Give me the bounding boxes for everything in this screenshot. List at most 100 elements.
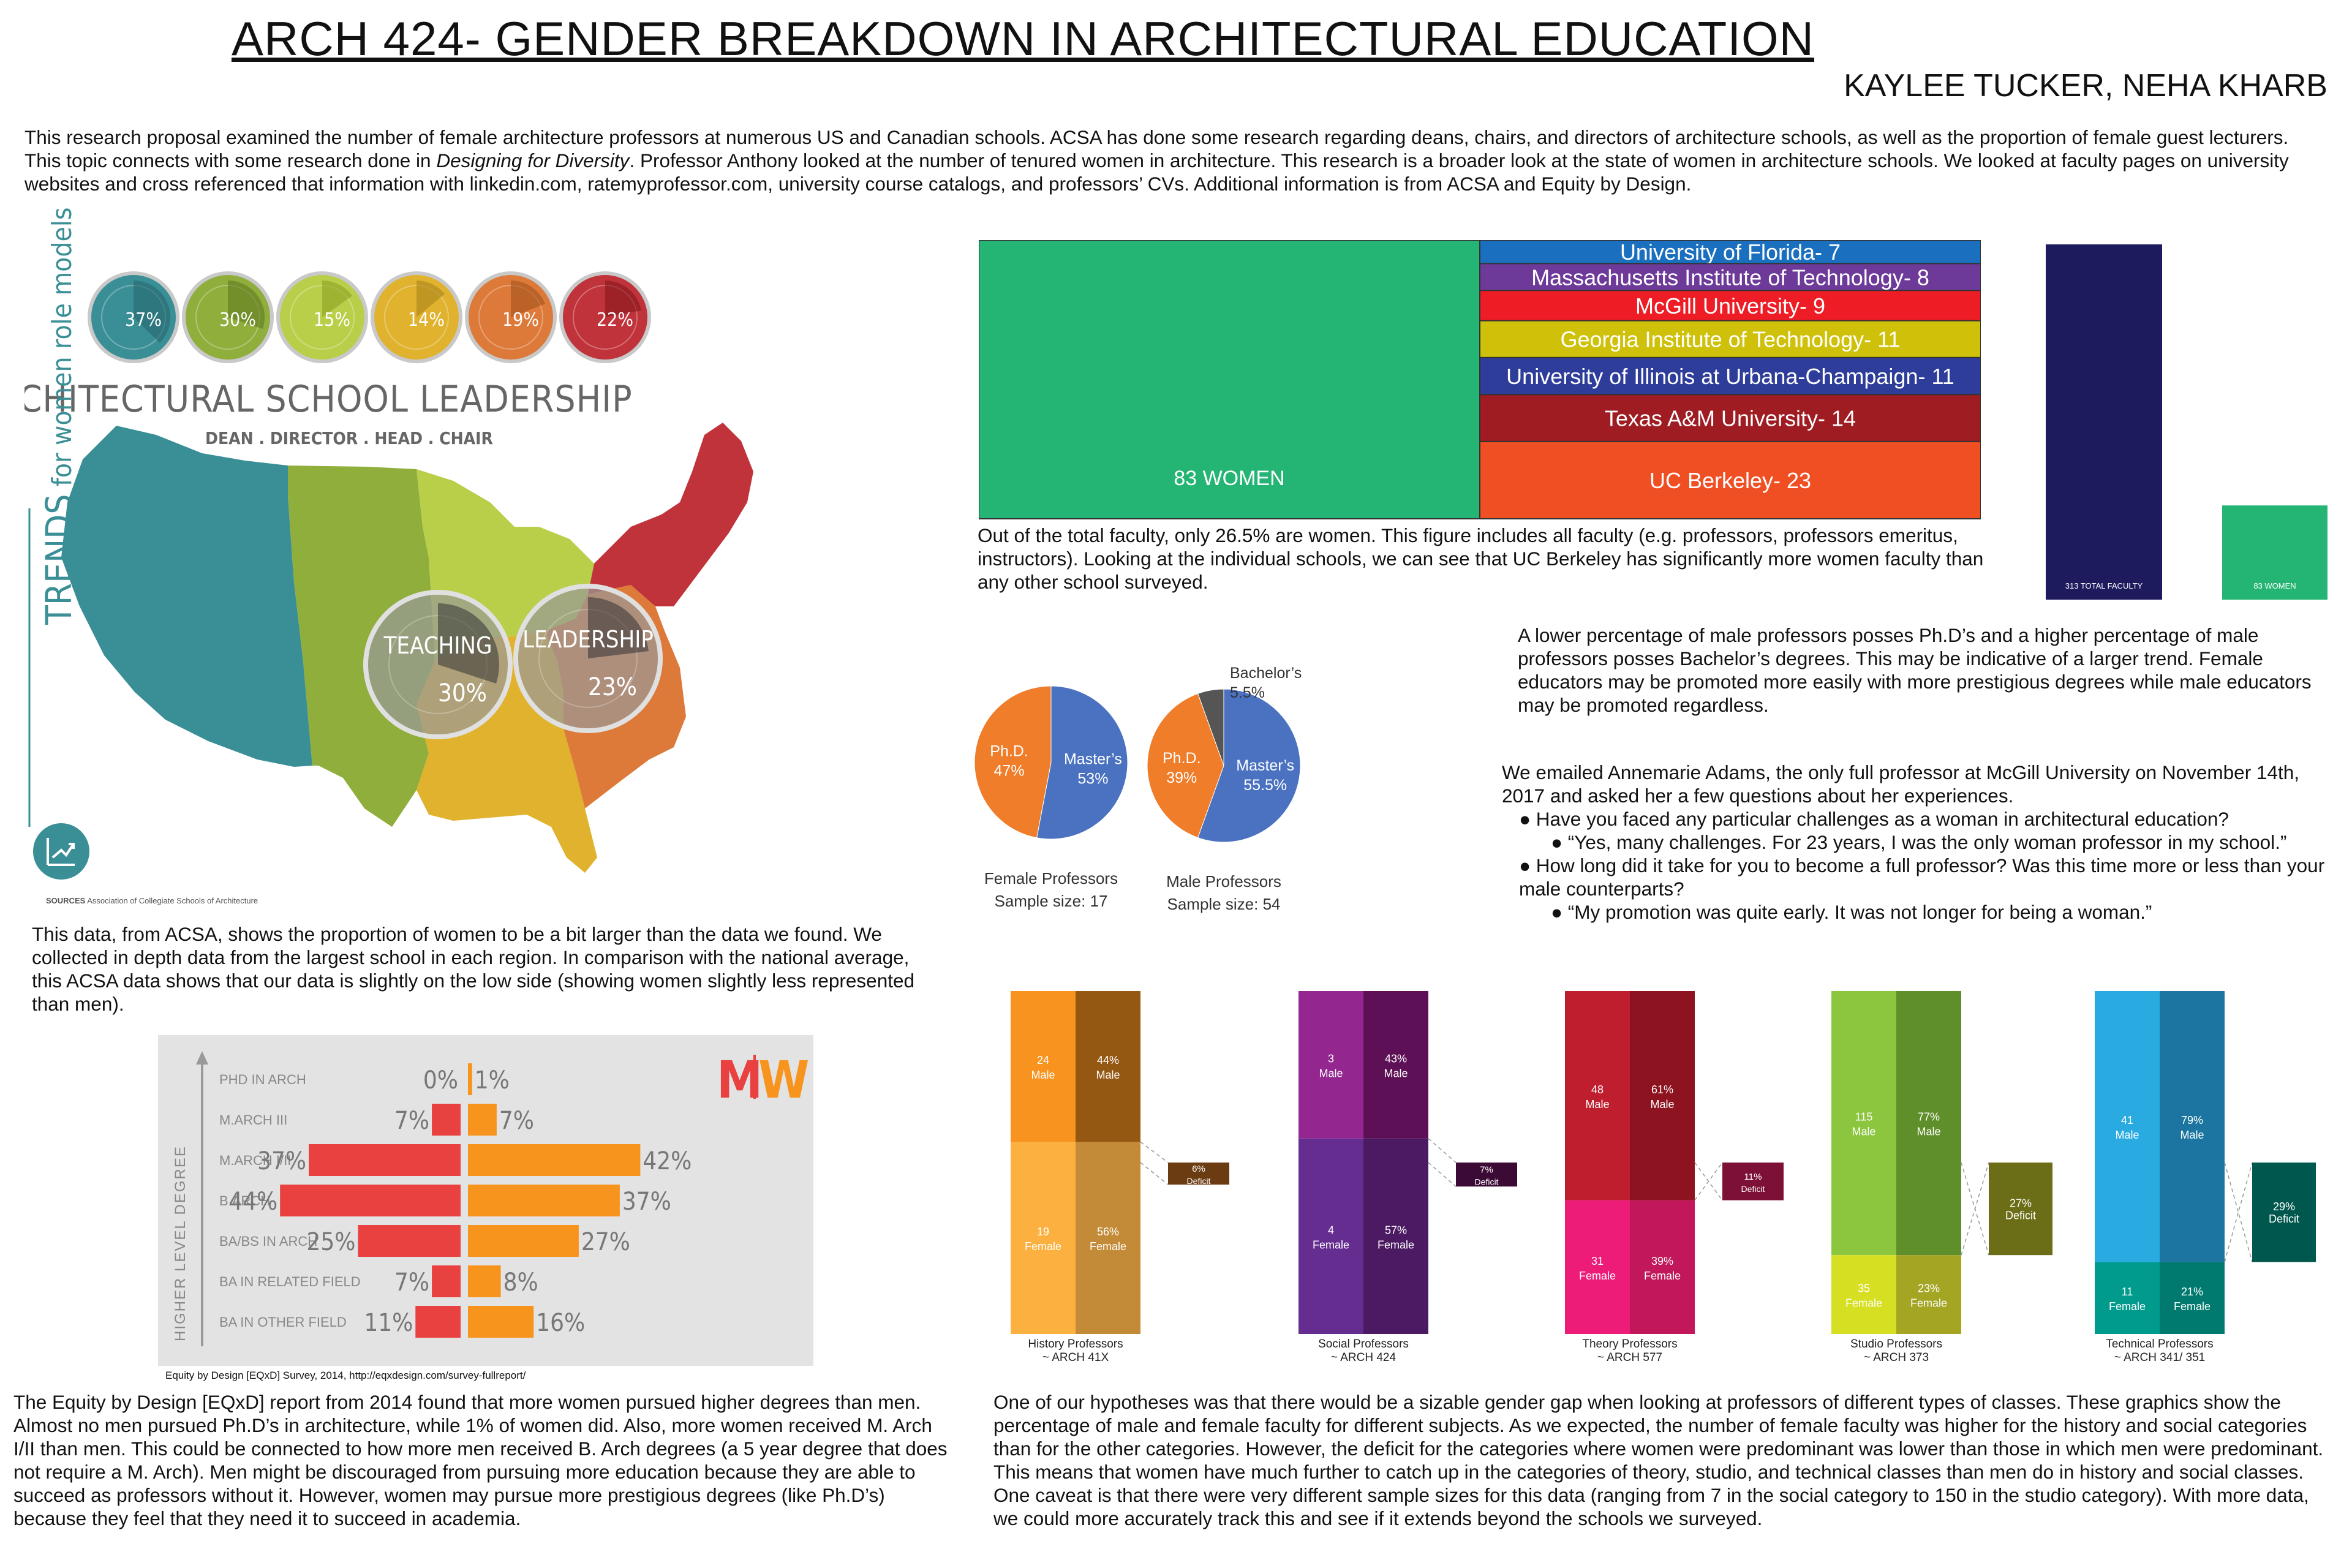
treemap-total-label: 83 WOMEN: [1174, 467, 1284, 490]
treemap-school-label: University of Florida- 7: [1620, 240, 1841, 265]
subject-name: Technical Professors: [2106, 1338, 2213, 1351]
value-label-m: 0%: [423, 1066, 458, 1095]
deficit-guide: [1140, 1141, 1169, 1163]
bar-w: [468, 1225, 579, 1257]
value-label-m: 7%: [394, 1107, 429, 1135]
deficit-guide: [1428, 1138, 1457, 1163]
bar-w: [468, 1104, 497, 1136]
male-word: Male: [2115, 1129, 2139, 1141]
degree-bar-svg: HIGHER LEVEL DEGREE PHD IN ARCH 0% 1% M.ARCH…: [172, 1050, 809, 1346]
male-count: 41: [2121, 1114, 2133, 1126]
bar-w: [468, 1185, 620, 1216]
male-pct-block: [1630, 991, 1695, 1200]
treemap-school: [1479, 320, 1981, 358]
subject-course: ~ ARCH 373: [1864, 1351, 1929, 1364]
region-rings: 37% 30% 15% 14% 19% 22%: [88, 271, 651, 363]
treemap-caption: Out of the total faculty, only 26.5% are…: [978, 524, 1984, 593]
ring-west: 37%: [88, 271, 179, 363]
male-count: 24: [1037, 1054, 1049, 1066]
y-axis-label: HIGHER LEVEL DEGREE: [172, 1145, 189, 1341]
region-west: [61, 426, 312, 767]
value-label-m: 44%: [228, 1188, 277, 1216]
pie-sample-size: Sample size: 17: [995, 892, 1108, 910]
female-count-block: [1565, 1200, 1630, 1334]
ring-lakes-value: 15%: [314, 309, 350, 331]
deficit-guide: [1140, 1162, 1169, 1185]
pie-slice: [1197, 688, 1301, 843]
male-word: Male: [2180, 1129, 2204, 1141]
bar-m: [358, 1225, 461, 1257]
treemap-school-label: University of Illinois at Urbana-Champai…: [1506, 364, 1954, 389]
ring-northeast: 22%: [559, 271, 651, 363]
leadership-label: LEADERSHIP: [522, 626, 654, 653]
subject-name: Studio Professors: [1850, 1338, 1942, 1351]
bar-m: [280, 1185, 461, 1216]
deficit-box: [2252, 1163, 2316, 1262]
pie-slice: [1197, 688, 1224, 766]
faculty-bar-label: 83 WOMEN: [2253, 581, 2296, 590]
eqxd-paragraph: The Equity by Design [EQxD] report from …: [13, 1391, 948, 1529]
subject-course: ~ ARCH 577: [1597, 1351, 1662, 1364]
value-label-w: 1%: [475, 1066, 510, 1095]
deficit-word: Deficit: [1187, 1176, 1211, 1186]
female-pct: 21%: [2181, 1286, 2203, 1298]
bar-m: [415, 1306, 461, 1338]
faculty-comparison-chart: 313 TOTAL FACULTY 83 WOMEN: [2046, 244, 2328, 600]
male-pct-block: [1363, 991, 1428, 1139]
female-word: Female: [2174, 1300, 2211, 1313]
category-label: M.ARCH I/II: [219, 1153, 291, 1168]
subject-name: Theory Professors: [1582, 1338, 1677, 1351]
deficit-pct: 7%: [1480, 1165, 1493, 1175]
pie-label-name: Master’s: [1064, 750, 1122, 767]
degree-paragraph: A lower percentage of male professors po…: [1518, 624, 2312, 716]
bar-w: [468, 1144, 641, 1176]
value-label-w: 16%: [536, 1309, 585, 1337]
women-faculty-treemap: 83 WOMEN University of Florida- 7Massachu…: [979, 240, 1981, 519]
male-word: Male: [1650, 1098, 1674, 1110]
deficit-box: [1722, 1163, 1784, 1200]
deficit-pct: 6%: [1192, 1164, 1205, 1174]
female-word: Female: [1090, 1240, 1126, 1253]
female-pct-block: [2160, 1262, 2225, 1334]
sources-text: Association of Collegiate Schools of Arc…: [87, 896, 258, 905]
male-word: Male: [1852, 1126, 1875, 1138]
category-label: BA IN RELATED FIELD: [219, 1274, 361, 1289]
value-label-w: 27%: [581, 1228, 630, 1256]
bar-m: [432, 1104, 461, 1136]
male-count: 3: [1328, 1052, 1334, 1065]
deficit-guide: [1428, 1162, 1457, 1187]
subject-name: History Professors: [1028, 1338, 1123, 1351]
treemap-school-label: UC Berkeley- 23: [1649, 468, 1811, 493]
female-count-block: [1831, 1255, 1896, 1334]
teaching-dial: TEACHING 30%: [363, 590, 513, 739]
treemap-school: [1479, 394, 1981, 442]
deficit-box: [1168, 1163, 1229, 1185]
legend-w: W: [758, 1050, 809, 1110]
value-label-m: 11%: [364, 1309, 413, 1337]
bar-w: [468, 1306, 534, 1338]
deficit-pct: 29%: [2273, 1200, 2295, 1213]
treemap-school-label: McGill University- 9: [1635, 293, 1825, 318]
treemap-total: [979, 240, 1480, 519]
male-pct-block: [1896, 991, 1961, 1256]
legend-divider: [753, 1055, 756, 1099]
deficit-word: Deficit: [1741, 1184, 1765, 1194]
male-pct: 43%: [1385, 1052, 1407, 1065]
subject-charts: 24 Male 44% Male 19 Female 56% Female 6% Deficit H…: [1011, 991, 2316, 1364]
female-pct-block: [1363, 1138, 1428, 1334]
female-pct-block: [1076, 1142, 1140, 1334]
male-pct: 77%: [1918, 1111, 1940, 1123]
ring-northeast-value: 22%: [597, 309, 633, 331]
pie-label-name: Bachelor’s: [1230, 665, 1302, 682]
ring-midatlantic: 19%: [465, 271, 557, 363]
pie-label-value: 53%: [1077, 770, 1108, 787]
male-pct-block: [2160, 991, 2225, 1262]
pie-slice: [1036, 685, 1128, 840]
ring-plains-value: 30%: [219, 309, 256, 331]
treemap-school: [1479, 240, 1981, 265]
male-count-block: [1831, 991, 1896, 1256]
female-count: 11: [2122, 1286, 2133, 1298]
male-word: Male: [1917, 1126, 1940, 1138]
leadership-dial: LEADERSHIP 23%: [513, 584, 663, 733]
category-label: BA IN OTHER FIELD: [219, 1314, 347, 1330]
